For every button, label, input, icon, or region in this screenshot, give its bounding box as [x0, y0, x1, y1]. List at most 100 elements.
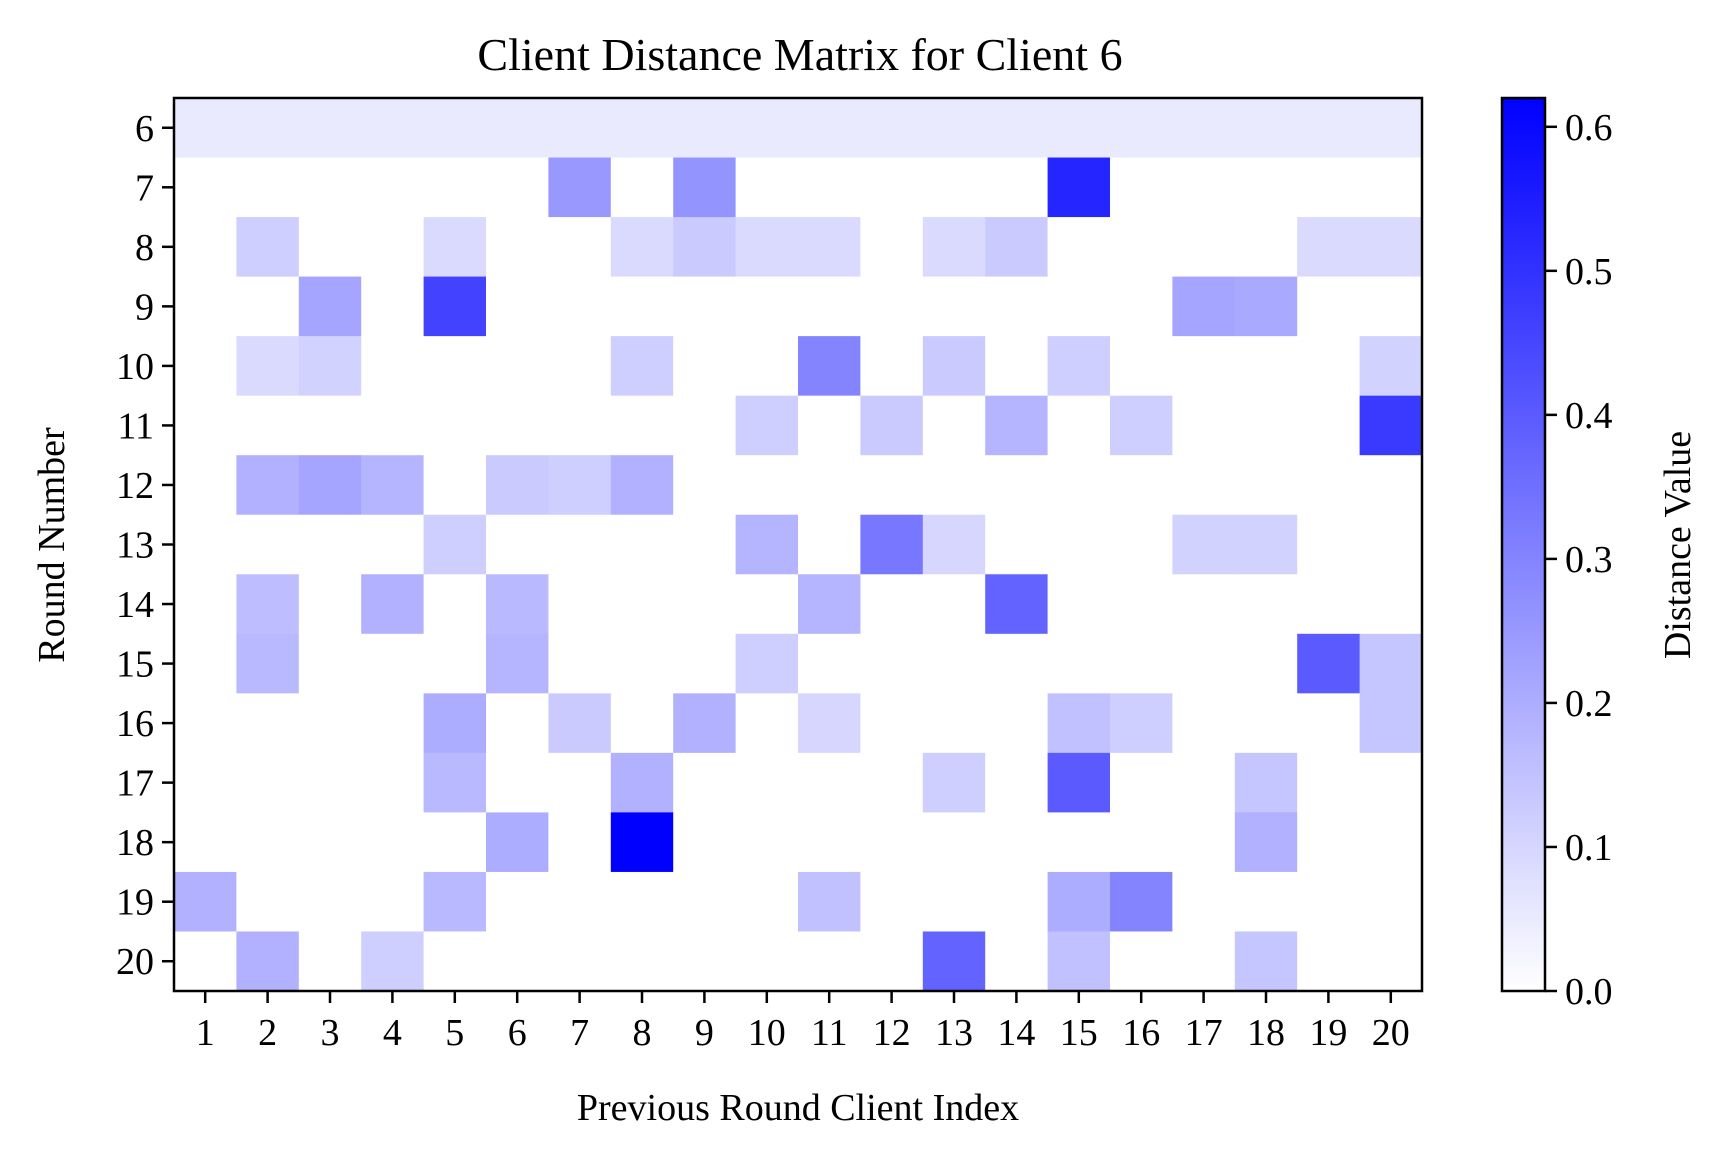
heatmap-cell [1297, 455, 1361, 516]
heatmap-cell [1110, 871, 1173, 933]
heatmap-cell [1047, 693, 1111, 754]
heatmap-cell [1172, 752, 1236, 813]
heatmap-cell [673, 633, 737, 694]
heatmap-cell [860, 157, 924, 218]
y-tick-label: 7 [135, 167, 154, 209]
heatmap-cell [423, 98, 487, 159]
y-axis-label: Round Number [31, 427, 73, 663]
heatmap-cell [922, 395, 986, 456]
heatmap-cell [735, 574, 799, 635]
y-tick-label: 17 [116, 763, 154, 805]
heatmap-cell [548, 98, 612, 159]
colorbar-tick-label: 0.4 [1565, 395, 1613, 437]
heatmap-cell [673, 336, 737, 397]
heatmap-cell [860, 98, 924, 159]
heatmap-cell [673, 871, 737, 933]
heatmap-cell [735, 217, 799, 278]
heatmap-cell [860, 812, 924, 873]
heatmap-cell [985, 276, 1049, 337]
heatmap-cell [486, 574, 549, 635]
y-axis: 6 7 8 9 10 11 12 13 14 15 16 17 18 19 20 [116, 108, 174, 983]
heatmap-cell [1234, 395, 1298, 456]
heatmap-cell [548, 217, 612, 278]
y-tick-label: 12 [116, 465, 154, 507]
heatmap-cell [174, 336, 237, 397]
heatmap-cell [1047, 812, 1111, 873]
heatmap-cell [486, 217, 549, 278]
heatmap-cell [1359, 157, 1423, 218]
heatmap-cell [548, 395, 612, 456]
heatmap-cell [610, 574, 674, 635]
heatmap-cell [860, 395, 924, 456]
heatmap-cell [298, 217, 362, 278]
heatmap-cell [860, 514, 924, 575]
heatmap-cell [361, 276, 425, 337]
heatmap-cell [361, 752, 425, 813]
heatmap-cell [1172, 574, 1236, 635]
heatmap-cell [486, 98, 549, 159]
heatmap-cell [236, 693, 300, 754]
heatmap-cell [174, 276, 237, 337]
heatmap-cell [1359, 812, 1423, 873]
heatmap-cell [673, 931, 737, 992]
heatmap-cell [735, 752, 799, 813]
heatmap-cell [1297, 931, 1361, 992]
heatmap-cell [860, 574, 924, 635]
heatmap-cell [1234, 217, 1298, 278]
heatmap-cell [174, 217, 237, 278]
heatmap-cell [985, 693, 1049, 754]
heatmap-cell [1234, 98, 1298, 159]
heatmap-cell [922, 871, 986, 933]
heatmap-cell [1297, 276, 1361, 337]
heatmap-cell [1297, 693, 1361, 754]
heatmap-cell [1297, 157, 1361, 218]
x-tick-label: 4 [383, 1012, 402, 1054]
heatmap-cell [548, 455, 612, 516]
heatmap-cell [798, 217, 861, 278]
x-tick-label: 6 [508, 1012, 527, 1054]
heatmap-cell [860, 752, 924, 813]
heatmap-cell [361, 633, 425, 694]
heatmap-cell [673, 98, 737, 159]
heatmap-cell [486, 157, 549, 218]
heatmap-cell [1172, 276, 1236, 337]
heatmap-cell [985, 157, 1049, 218]
heatmap-cell [798, 871, 861, 933]
heatmap-cell [610, 157, 674, 218]
y-tick-label: 13 [116, 525, 154, 567]
colorbar-tick-label: 0.0 [1565, 971, 1613, 1013]
heatmap-cell [298, 98, 362, 159]
heatmap-cell [673, 514, 737, 575]
y-tick-label: 6 [135, 108, 154, 150]
heatmap-cell [610, 98, 674, 159]
heatmap-cell [486, 455, 549, 516]
x-tick-label: 1 [196, 1012, 215, 1054]
heatmap-cell [610, 693, 674, 754]
heatmap-cell [610, 336, 674, 397]
heatmap-cell [486, 276, 549, 337]
y-tick-label: 9 [135, 286, 154, 328]
heatmap-cell [1234, 812, 1298, 873]
heatmap-cell [673, 693, 737, 754]
heatmap-cell [922, 931, 986, 992]
heatmap-cell [610, 752, 674, 813]
heatmap-cell [1297, 812, 1361, 873]
heatmap-cell [860, 455, 924, 516]
heatmap-cell [486, 693, 549, 754]
heatmap-cell [1234, 931, 1298, 992]
heatmap-cell [423, 693, 487, 754]
heatmap-cell [1359, 752, 1423, 813]
heatmap-cell [298, 931, 362, 992]
heatmap-cell [1359, 931, 1423, 992]
heatmap-cell [423, 157, 487, 218]
heatmap-cell [985, 336, 1049, 397]
x-axis: 1 2 3 4 5 6 7 8 9 10 11 12 13 14 15 16 17 18 19 20 [196, 991, 1410, 1054]
heatmap-cell [548, 574, 612, 635]
heatmap-cell [985, 395, 1049, 456]
heatmap-cell [798, 693, 861, 754]
heatmap-cell [486, 931, 549, 992]
x-tick-label: 2 [258, 1012, 277, 1054]
heatmap-cell [486, 812, 549, 873]
y-tick-label: 8 [135, 227, 154, 269]
heatmap-cell [236, 871, 300, 933]
